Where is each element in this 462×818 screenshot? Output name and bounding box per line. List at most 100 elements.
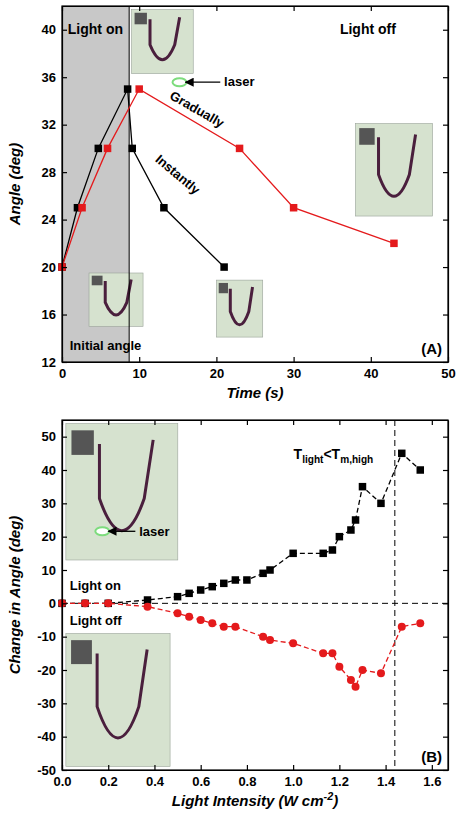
tick: 1.4 [377, 765, 396, 789]
tick [443, 77, 448, 78]
tick-mark [443, 737, 448, 738]
tick-mark [62, 770, 67, 771]
photo-holder [71, 640, 92, 664]
data-point [347, 526, 355, 534]
tick [443, 220, 448, 221]
tick-label: 0.2 [100, 774, 118, 789]
text-part: Time (s) [226, 384, 283, 401]
data-point [347, 676, 355, 684]
tick-label: -40 [37, 729, 56, 744]
x-axis-top [63, 6, 449, 11]
text-part: Change in Angle (deg) [6, 516, 23, 675]
tick: -50 [37, 763, 67, 778]
tick-label: 0.4 [146, 774, 165, 789]
photo-strip [379, 135, 416, 197]
y-axis-right [443, 421, 449, 771]
tick [443, 315, 448, 316]
tick-mark [371, 6, 372, 11]
data-point [220, 623, 228, 631]
tick: 1.0 [285, 765, 303, 789]
tick [443, 603, 448, 604]
tick-mark [443, 503, 448, 504]
tick-mark [443, 125, 448, 126]
tick: 40 [42, 463, 67, 478]
photo-strip [150, 17, 180, 60]
data-point [197, 586, 205, 594]
tick [432, 420, 433, 425]
data-point [328, 649, 336, 657]
photo-holder [92, 276, 103, 286]
annotation: Light on [70, 578, 121, 593]
axis-line [448, 7, 449, 363]
tick-mark [339, 420, 340, 425]
tick-label: 28 [42, 165, 56, 180]
tick: 10 [132, 357, 146, 381]
x-axis-top [63, 420, 449, 425]
text-part: ) [331, 792, 338, 809]
tick-mark [62, 30, 67, 31]
tick-label: 20 [42, 529, 56, 544]
tick: -10 [37, 629, 67, 644]
tick-mark [443, 437, 448, 438]
data-point [377, 669, 385, 677]
tick-mark [216, 6, 217, 11]
tick-label: 50 [441, 366, 455, 381]
tick-mark [201, 420, 202, 425]
tick: 24 [42, 212, 67, 227]
tick: -40 [37, 729, 67, 744]
tick-mark [62, 570, 67, 571]
text-part: m,high [340, 454, 373, 465]
panel-label: (B) [421, 748, 442, 765]
data-point [352, 683, 360, 691]
tick-mark [443, 172, 448, 173]
tick-mark [432, 765, 433, 770]
tick-label: 16 [42, 307, 56, 322]
y-axis-title: Change in Angle (deg) [6, 516, 23, 675]
annotation: Instantly [152, 151, 203, 197]
tick-mark [62, 603, 67, 604]
series-line [62, 603, 420, 686]
annotation: Light on [68, 21, 123, 37]
tick-mark [154, 765, 155, 770]
laser-spot [173, 78, 187, 86]
tick [139, 6, 140, 11]
axis-line [63, 6, 449, 7]
tick-mark [371, 357, 372, 362]
data-point [81, 600, 89, 608]
photo-inset [89, 273, 143, 326]
axis-line [448, 421, 449, 771]
data-point [129, 145, 137, 153]
tick-label: -50 [37, 763, 56, 778]
tick-label: 30 [42, 496, 56, 511]
light-off-line [129, 6, 130, 362]
tick [371, 6, 372, 11]
photo-strip [97, 649, 147, 737]
photo-holder [135, 13, 147, 25]
tick-label: 0.8 [238, 774, 256, 789]
photo-inset [66, 424, 178, 561]
tick-mark [443, 703, 448, 704]
tick [443, 537, 448, 538]
text-part: light [302, 454, 324, 465]
tick-mark [385, 765, 386, 770]
data-point [78, 204, 86, 212]
data-point [289, 550, 297, 558]
data-point [95, 145, 103, 153]
tick-mark [62, 503, 67, 504]
tick-mark [154, 420, 155, 425]
tick [386, 420, 387, 425]
data-point [319, 649, 327, 657]
data-point [329, 546, 337, 554]
tick: 28 [42, 165, 67, 180]
tick: 0.2 [100, 765, 118, 789]
tick-label: 0 [49, 596, 56, 611]
data-point [208, 619, 216, 627]
data-point [104, 145, 112, 153]
data-point [174, 593, 182, 601]
panel-label: (A) [421, 340, 442, 357]
series-markers [58, 85, 397, 271]
tick [108, 420, 109, 425]
series-markers [58, 599, 424, 690]
data-point [336, 533, 344, 541]
tick-mark [443, 314, 448, 315]
